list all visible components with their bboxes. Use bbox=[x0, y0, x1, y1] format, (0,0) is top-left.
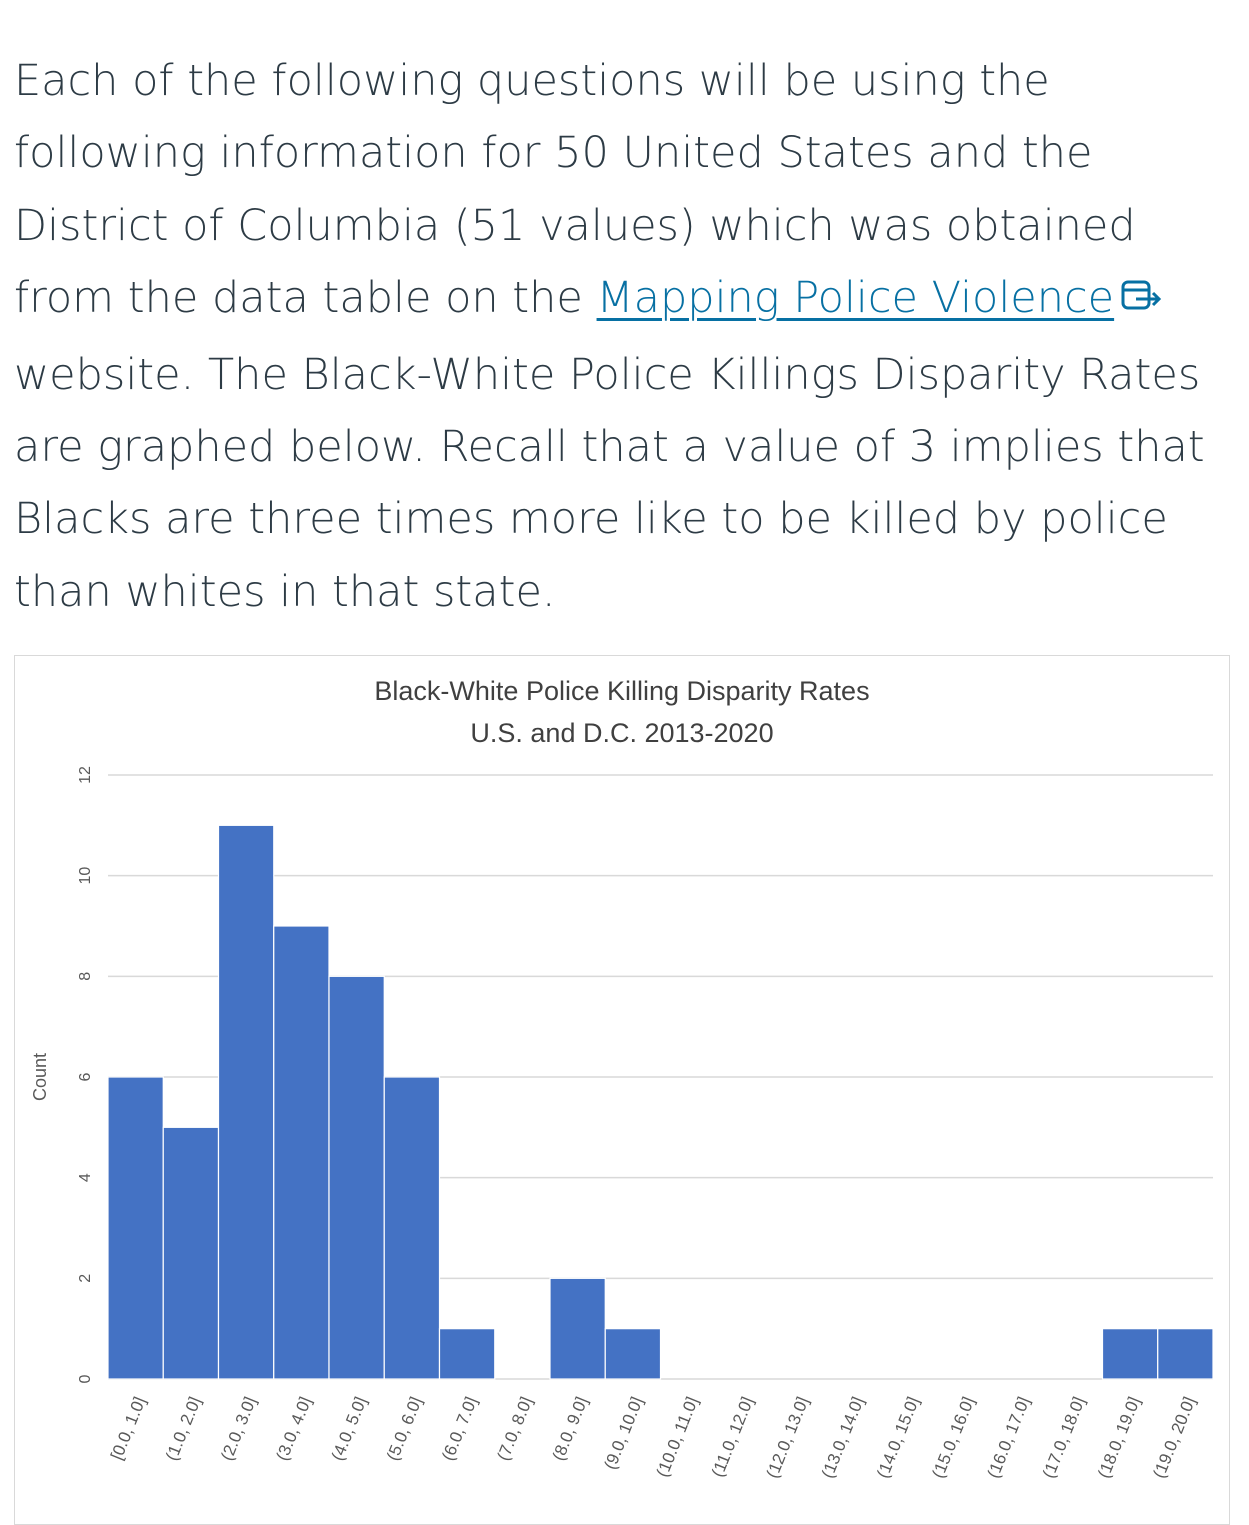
x-tick-label: (8.0, 9.0] bbox=[549, 1394, 592, 1463]
question-text: Each of the following questions will be … bbox=[14, 45, 1229, 628]
bar bbox=[383, 1076, 441, 1380]
y-tick-label: 8 bbox=[77, 972, 94, 981]
bar bbox=[604, 1328, 662, 1380]
x-tick-label: (3.0, 4.0] bbox=[272, 1394, 315, 1463]
x-tick-label: (11.0, 12.0] bbox=[708, 1394, 757, 1480]
bar bbox=[162, 1126, 220, 1380]
bars bbox=[107, 824, 1214, 1380]
bar bbox=[1101, 1328, 1159, 1380]
x-tick-label: (19.0, 20.0] bbox=[1149, 1394, 1199, 1481]
y-tick-label: 12 bbox=[77, 766, 94, 784]
x-tick-label: (7.0, 8.0] bbox=[493, 1394, 536, 1463]
bar bbox=[549, 1277, 606, 1380]
x-tick-label: (6.0, 7.0] bbox=[438, 1394, 481, 1463]
x-tick-label: (9.0, 10.0] bbox=[600, 1394, 646, 1472]
bar bbox=[273, 925, 330, 1380]
external-link-icon[interactable] bbox=[1120, 266, 1164, 338]
x-tick-label: (15.0, 16.0] bbox=[928, 1394, 978, 1481]
y-tick-label: 0 bbox=[77, 1374, 94, 1383]
bar bbox=[107, 1076, 164, 1380]
y-axis-label: Count bbox=[30, 1053, 50, 1101]
x-tick-label: (5.0, 6.0] bbox=[383, 1394, 426, 1463]
bar bbox=[217, 824, 275, 1380]
question-text-after: website. The Black-White Police Killings… bbox=[14, 349, 1205, 617]
y-tick-label: 2 bbox=[77, 1274, 94, 1283]
x-tick-label: (18.0, 19.0] bbox=[1094, 1394, 1144, 1481]
chart-title: Black-White Police Killing Disparity Rat… bbox=[374, 676, 869, 706]
bar bbox=[438, 1328, 496, 1380]
question-text-before: Each of the following questions will be … bbox=[14, 56, 1136, 324]
y-tick-labels: 0 2 4 6 8 10 12 bbox=[77, 766, 94, 1383]
x-tick-label: (14.0, 15.0] bbox=[873, 1394, 923, 1481]
x-tick-label: (2.0, 3.0] bbox=[217, 1394, 260, 1463]
y-tick-label: 10 bbox=[77, 867, 94, 885]
x-tick-label: (10.0, 11.0] bbox=[653, 1394, 702, 1480]
bar bbox=[1157, 1328, 1214, 1380]
x-tick-label: (13.0, 14.0] bbox=[818, 1394, 868, 1481]
chart-subtitle: U.S. and D.C. 2013-2020 bbox=[470, 718, 773, 748]
x-tick-label: [0.0, 1.0] bbox=[107, 1394, 149, 1462]
x-tick-label: (1.0, 2.0] bbox=[162, 1394, 205, 1463]
y-tick-label: 6 bbox=[77, 1072, 94, 1081]
x-tick-label: (17.0, 18.0] bbox=[1039, 1394, 1089, 1481]
x-tick-labels: [0.0, 1.0] (1.0, 2.0] (2.0, 3.0] (3.0, 4.0]… bbox=[107, 1394, 1199, 1481]
bar bbox=[328, 975, 385, 1380]
x-tick-label: (16.0, 17.0] bbox=[984, 1394, 1034, 1481]
mapping-police-violence-link[interactable]: Mapping Police Violence bbox=[596, 273, 1115, 324]
x-tick-label: (12.0, 13.0] bbox=[763, 1394, 813, 1481]
y-tick-label: 4 bbox=[77, 1173, 94, 1182]
x-tick-label: (4.0, 5.0] bbox=[328, 1394, 371, 1463]
